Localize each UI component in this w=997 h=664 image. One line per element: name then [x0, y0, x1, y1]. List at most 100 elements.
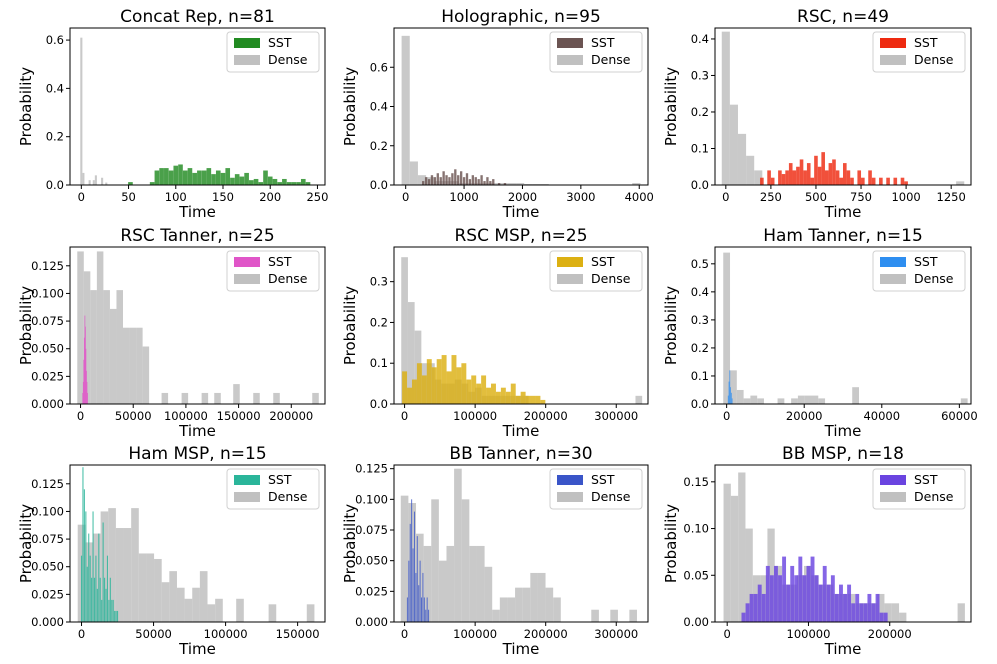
x-tick-label: 2000 [508, 190, 537, 204]
chart-title: RSC MSP, n=25 [454, 226, 587, 246]
subplot-7: 0 50000 100000 150000 0.000 0.025 0.050 0.075 0.… [17, 444, 326, 658]
plot-area [401, 35, 641, 185]
sst-bar [745, 603, 750, 622]
chart-title: BB MSP, n=18 [782, 444, 904, 464]
y-tick-label: 0.0 [46, 178, 64, 192]
x-tick-label: 40000 [863, 409, 900, 423]
y-axis-label: Probability [17, 67, 35, 146]
sst-bar [893, 177, 898, 185]
sst-bar [406, 597, 408, 622]
x-tick-label: 4000 [625, 190, 654, 204]
sst-bar [871, 603, 876, 622]
dense-legend-label: Dense [268, 271, 308, 286]
sst-legend-swatch [557, 257, 583, 267]
sst-bar [421, 597, 423, 622]
x-axis-label: Time [502, 422, 540, 440]
sst-bar [85, 511, 87, 622]
sst-bar [850, 177, 854, 185]
y-tick-label: 0.100 [355, 492, 388, 506]
sst-bar [843, 593, 847, 622]
dense-bar [409, 161, 418, 185]
sst-bar [225, 168, 231, 185]
x-tick-label: 20000 [786, 409, 823, 423]
sst-bar [82, 381, 84, 404]
plot-area [721, 31, 965, 185]
x-axis-label: Time [824, 203, 862, 221]
y-tick-label: 0.6 [46, 33, 64, 47]
dense-legend-swatch [880, 492, 906, 502]
sst-legend-label: SST [268, 254, 292, 269]
y-tick-label: 0.4 [46, 81, 64, 95]
sst-bar [879, 612, 884, 622]
dense-bar [306, 604, 315, 622]
sst-bar [296, 182, 301, 185]
x-tick-label: 200000 [269, 409, 313, 423]
sst-legend-swatch [557, 38, 583, 48]
sst-bar [520, 391, 526, 404]
y-tick-label: 0.3 [691, 68, 709, 82]
dense-bar [957, 603, 965, 622]
dense-legend-label: Dense [914, 52, 954, 67]
sst-legend-label: SST [591, 35, 615, 50]
subplot-1: 0 50 100 150 200 250 0.0 0.2 0.4 0.6 Concat Rep, n… [17, 7, 328, 221]
sst-bar [98, 533, 100, 622]
sst-bar [82, 392, 84, 404]
dense-bar [108, 508, 116, 622]
sst-bar [416, 363, 422, 404]
x-tick-label: 200000 [524, 627, 568, 641]
y-tick-label: 0.100 [31, 504, 64, 518]
y-tick-label: 0.00 [683, 615, 709, 629]
sst-bar [101, 599, 103, 622]
y-tick-label: 0.10 [683, 522, 709, 536]
subplot-2: 0 1000 2000 3000 4000 0.0 0.2 0.4 0.6 Holographic… [341, 7, 654, 221]
sst-bar [846, 170, 851, 185]
sst-legend-label: SST [914, 472, 938, 487]
sst-bar [806, 565, 811, 622]
sst-bar [430, 175, 434, 185]
y-tick-label: 0.025 [355, 584, 388, 598]
x-axis-label: Time [824, 640, 862, 658]
dense-legend-label: Dense [268, 52, 308, 67]
sst-bar [476, 383, 482, 404]
dense-bar [181, 392, 189, 404]
chart-title: BB Tanner, n=30 [449, 444, 592, 464]
sst-bar [770, 177, 775, 185]
sst-bar [782, 556, 787, 622]
dense-bar [545, 587, 554, 622]
sst-bar [462, 177, 466, 185]
sst-bar [492, 179, 495, 185]
dense-bar [960, 398, 968, 404]
sst-bar [828, 163, 833, 185]
sst-bar [753, 593, 758, 622]
legend: SST Dense [872, 468, 966, 510]
dense-bar [136, 327, 143, 404]
sst-bar [211, 174, 216, 185]
sst-bar [821, 152, 825, 185]
y-tick-label: 0.0 [691, 178, 709, 192]
sst-bar [201, 170, 207, 185]
chart-title: Ham MSP, n=15 [128, 444, 266, 464]
sst-bar [149, 182, 155, 185]
sst-bar [814, 575, 819, 622]
sst-bar [178, 164, 183, 185]
y-axis-label: Probability [17, 286, 35, 365]
dense-bar [407, 302, 415, 404]
dense-bar [723, 483, 731, 622]
sst-bar [503, 183, 507, 185]
sst-bar [481, 375, 487, 404]
chart-title: Holographic, n=95 [441, 7, 601, 27]
sst-bar [785, 170, 789, 185]
dense-bar [515, 587, 523, 622]
y-axis-label: Probability [341, 286, 359, 365]
dense-legend-swatch [557, 492, 583, 502]
sst-bar [104, 577, 106, 622]
sst-bar [790, 565, 795, 622]
sst-bar [456, 367, 462, 404]
dense-bar [791, 398, 798, 404]
y-tick-label: 0.2 [46, 130, 64, 144]
legend: SST Dense [549, 468, 643, 510]
dense-bar [129, 327, 137, 404]
dense-bar [116, 290, 123, 404]
sst-bar [159, 168, 164, 185]
sst-bar [792, 170, 797, 185]
